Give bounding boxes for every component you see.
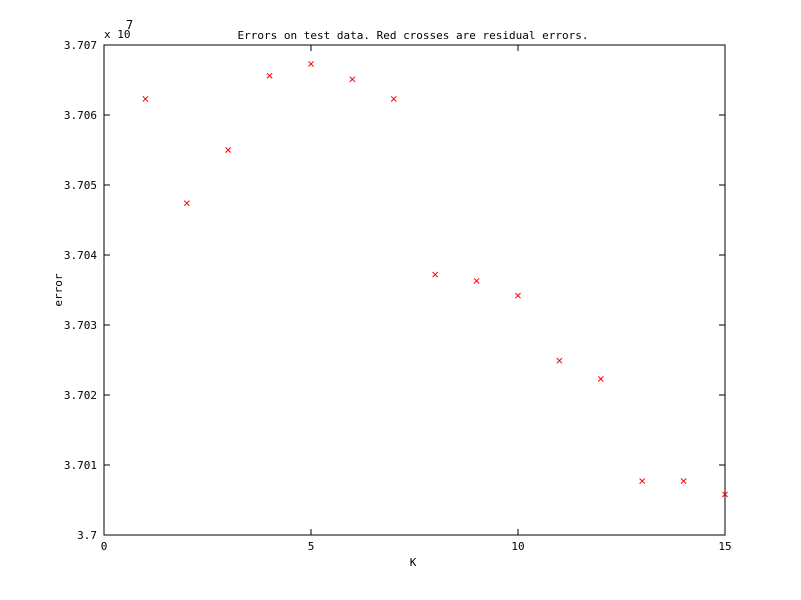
data-point-cross: [722, 491, 728, 498]
data-point-cross: [639, 478, 646, 485]
plot-area: [103, 44, 726, 536]
y-tick-label: 3.702: [64, 389, 97, 402]
x-tick-label: 15: [718, 540, 731, 553]
x-tick-label: 0: [101, 540, 108, 553]
y-tick-label: 3.7: [77, 529, 97, 542]
y-tick-label: 3.701: [64, 459, 97, 472]
data-point-cross: [266, 72, 273, 79]
data-point-cross: [432, 271, 439, 278]
x-axis-label: K: [410, 556, 417, 569]
data-point-cross: [473, 277, 480, 284]
y-tick-label: 3.704: [64, 249, 97, 262]
y-exponent-power: 7: [126, 18, 133, 32]
y-axis-label: error: [52, 273, 65, 306]
data-point-cross: [515, 292, 521, 299]
data-point-cross: [390, 95, 397, 102]
data-point-cross: [680, 478, 687, 485]
y-tick-label: 3.706: [64, 109, 97, 122]
x-tick-label: 10: [511, 540, 524, 553]
data-point-cross: [225, 147, 232, 153]
data-point-cross: [308, 60, 314, 67]
data-point-cross: [597, 375, 604, 382]
data-point-cross: [556, 357, 563, 364]
y-tick-label: 3.705: [64, 179, 97, 192]
data-point-cross: [349, 76, 356, 83]
data-point-cross: [183, 200, 190, 207]
data-point-cross: [142, 95, 149, 102]
axis-ticks: 0 5 10 15 3.7 3.701 3.702 3.703 3.704 3.705 3.706 3…: [64, 39, 732, 553]
data-markers: [142, 60, 728, 498]
y-tick-label: 3.703: [64, 319, 97, 332]
y-tick-label: 3.707: [64, 39, 97, 52]
y-exponent-base: x 10: [104, 28, 131, 41]
chart-title: Errors on test data. Red crosses are res…: [238, 29, 589, 42]
x-tick-label: 5: [308, 540, 315, 553]
